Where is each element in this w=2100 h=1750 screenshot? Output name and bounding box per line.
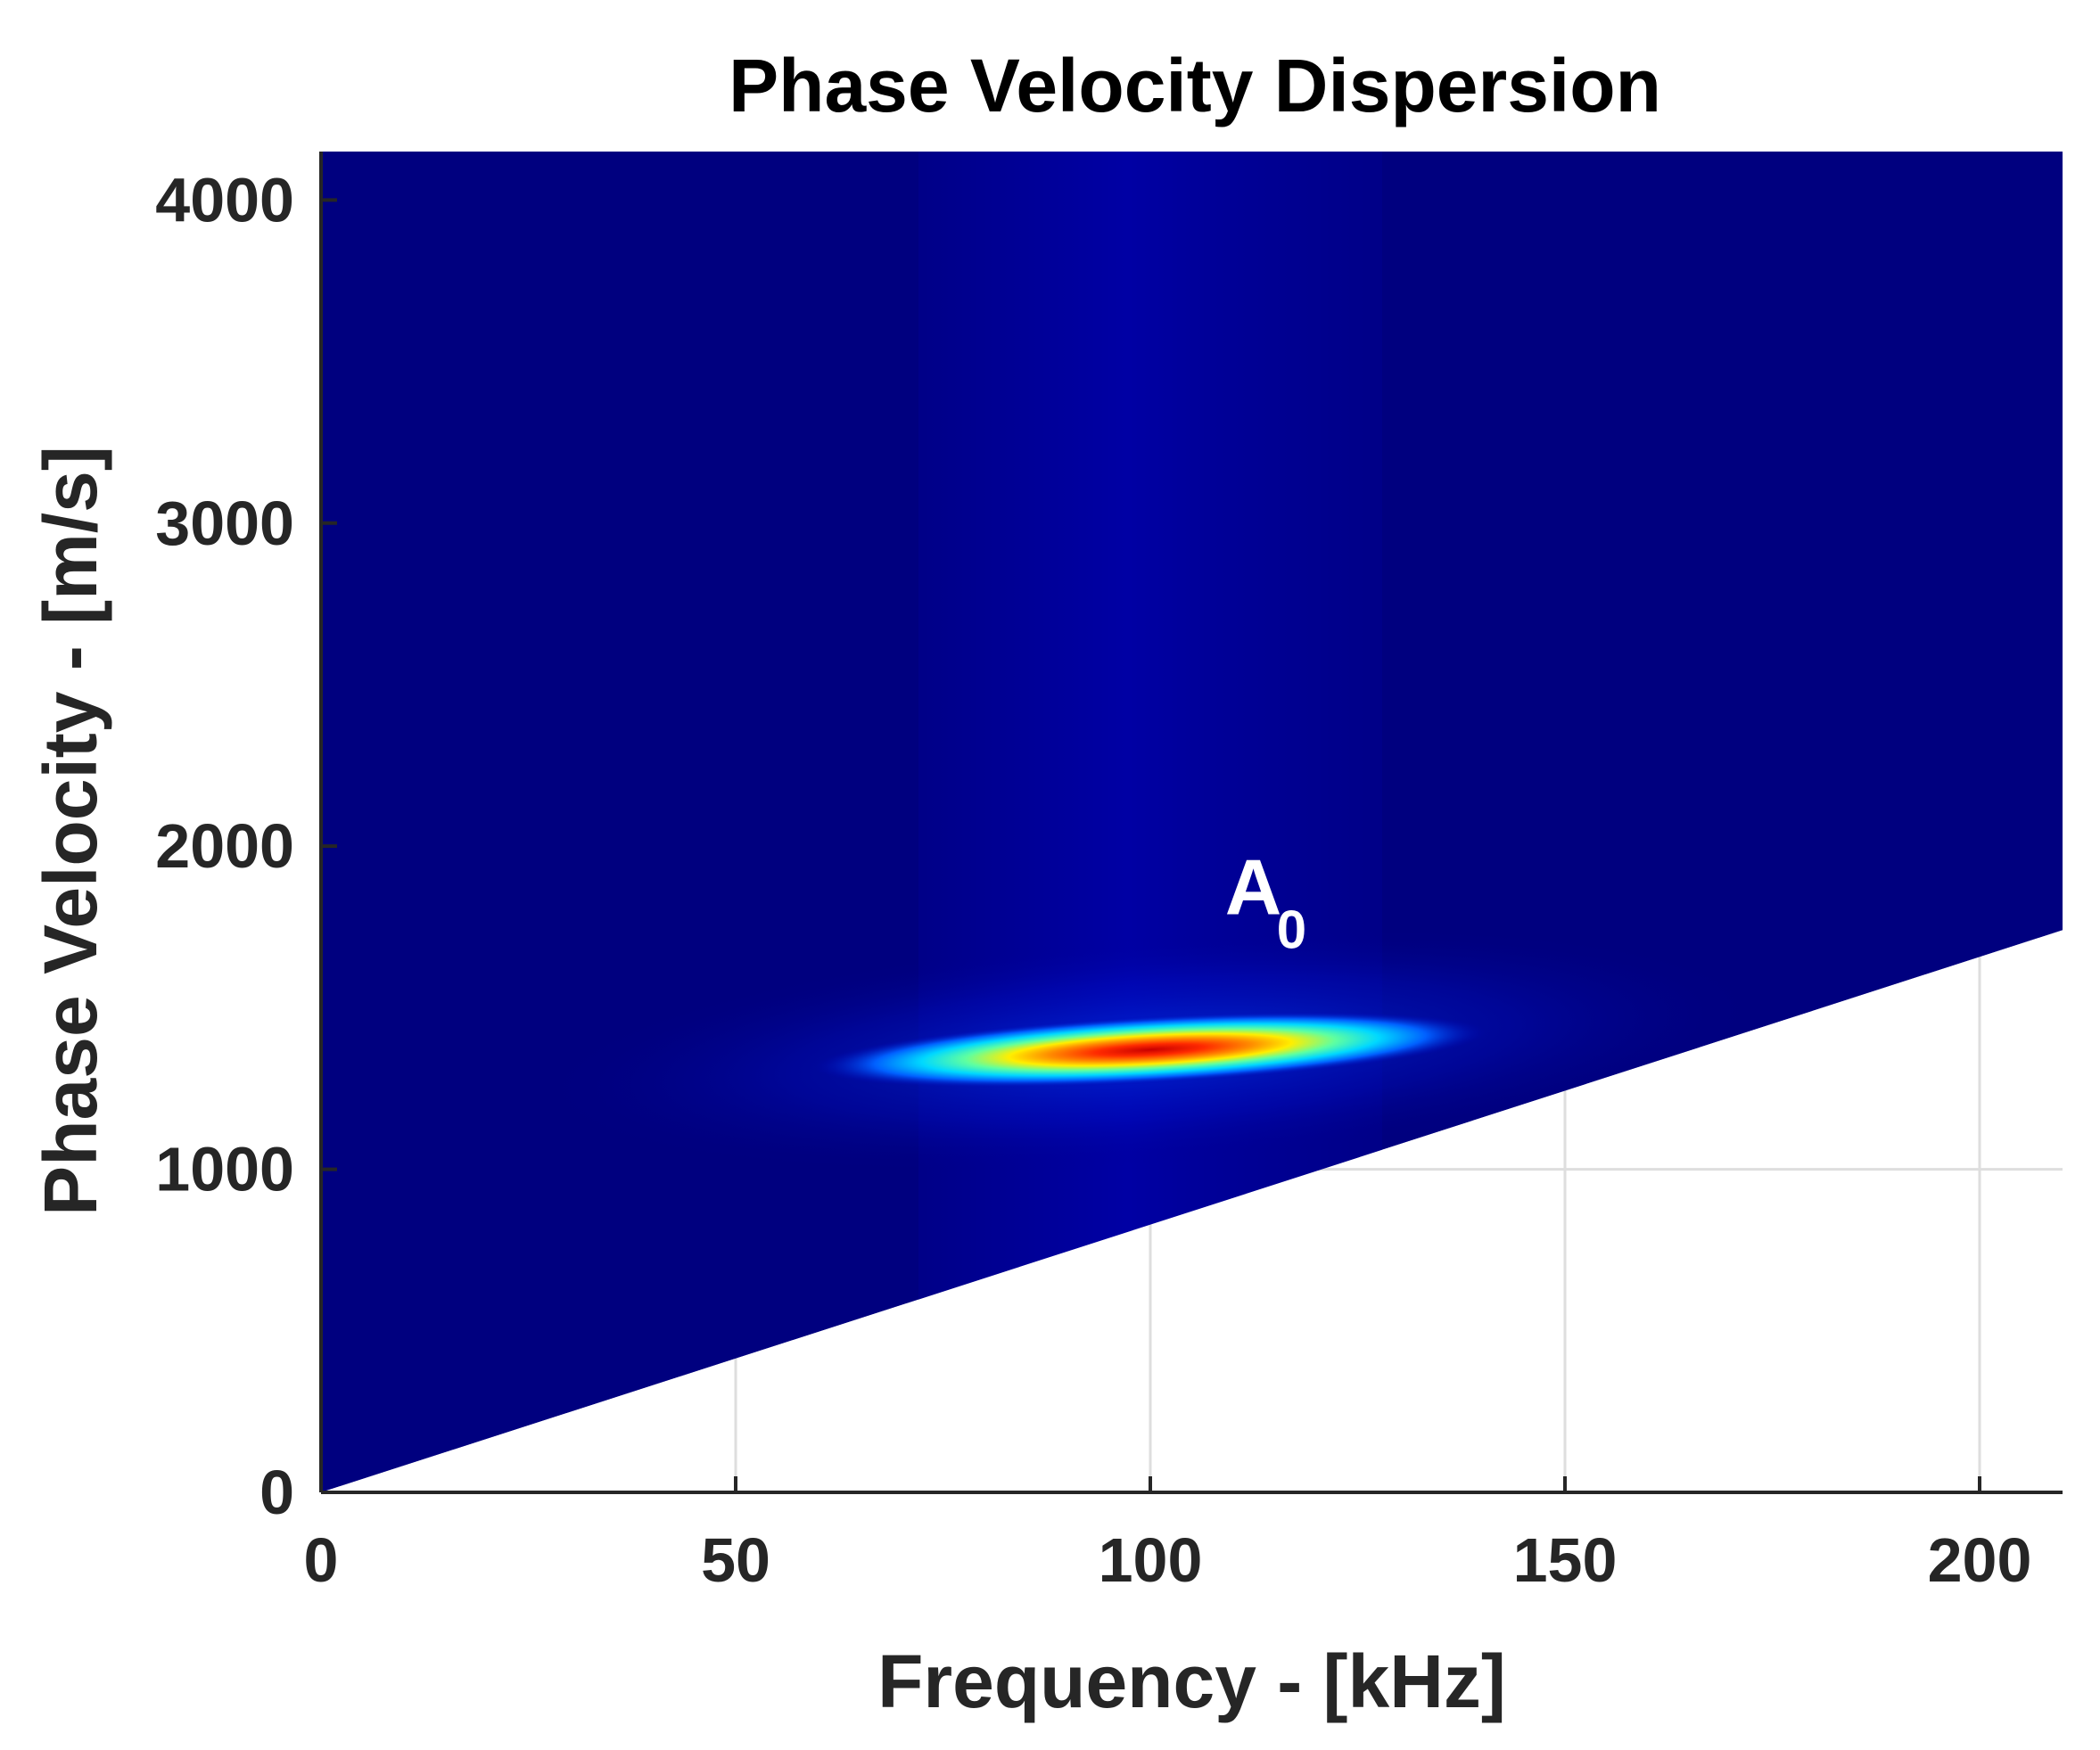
x-tick-label: 150 — [1513, 1525, 1618, 1595]
heatmap-region — [321, 152, 2063, 1492]
y-axis-ticks: 0 1000 2000 3000 4000 — [155, 165, 337, 1527]
mode-label-subscript: 0 — [1277, 900, 1306, 959]
x-axis-ticks: 0 50 100 150 200 — [304, 1476, 2032, 1595]
y-tick-label: 0 — [259, 1458, 294, 1527]
x-tick-label: 100 — [1099, 1525, 1203, 1595]
x-tick-label: 0 — [304, 1525, 339, 1595]
y-tick-label: 2000 — [155, 811, 294, 881]
annotation-layer: A0 — [1225, 842, 1306, 959]
y-tick-label: 4000 — [155, 165, 294, 234]
x-axis-label: Frequency - [kHz] — [877, 1639, 1506, 1723]
peak-mode-A0 — [813, 1011, 1487, 1089]
y-axis-label: Phase Velocity - [m/s] — [29, 446, 112, 1216]
axes — [319, 152, 2063, 1494]
heatmap-field — [321, 152, 2063, 1492]
y-tick-label: 1000 — [155, 1135, 294, 1204]
x-tick-label: 200 — [1928, 1525, 2032, 1595]
mode-label-main: A — [1225, 842, 1282, 931]
chart-title: Phase Velocity Dispersion — [729, 44, 1661, 127]
x-tick-label: 50 — [701, 1525, 770, 1595]
y-tick-label: 3000 — [155, 489, 294, 558]
